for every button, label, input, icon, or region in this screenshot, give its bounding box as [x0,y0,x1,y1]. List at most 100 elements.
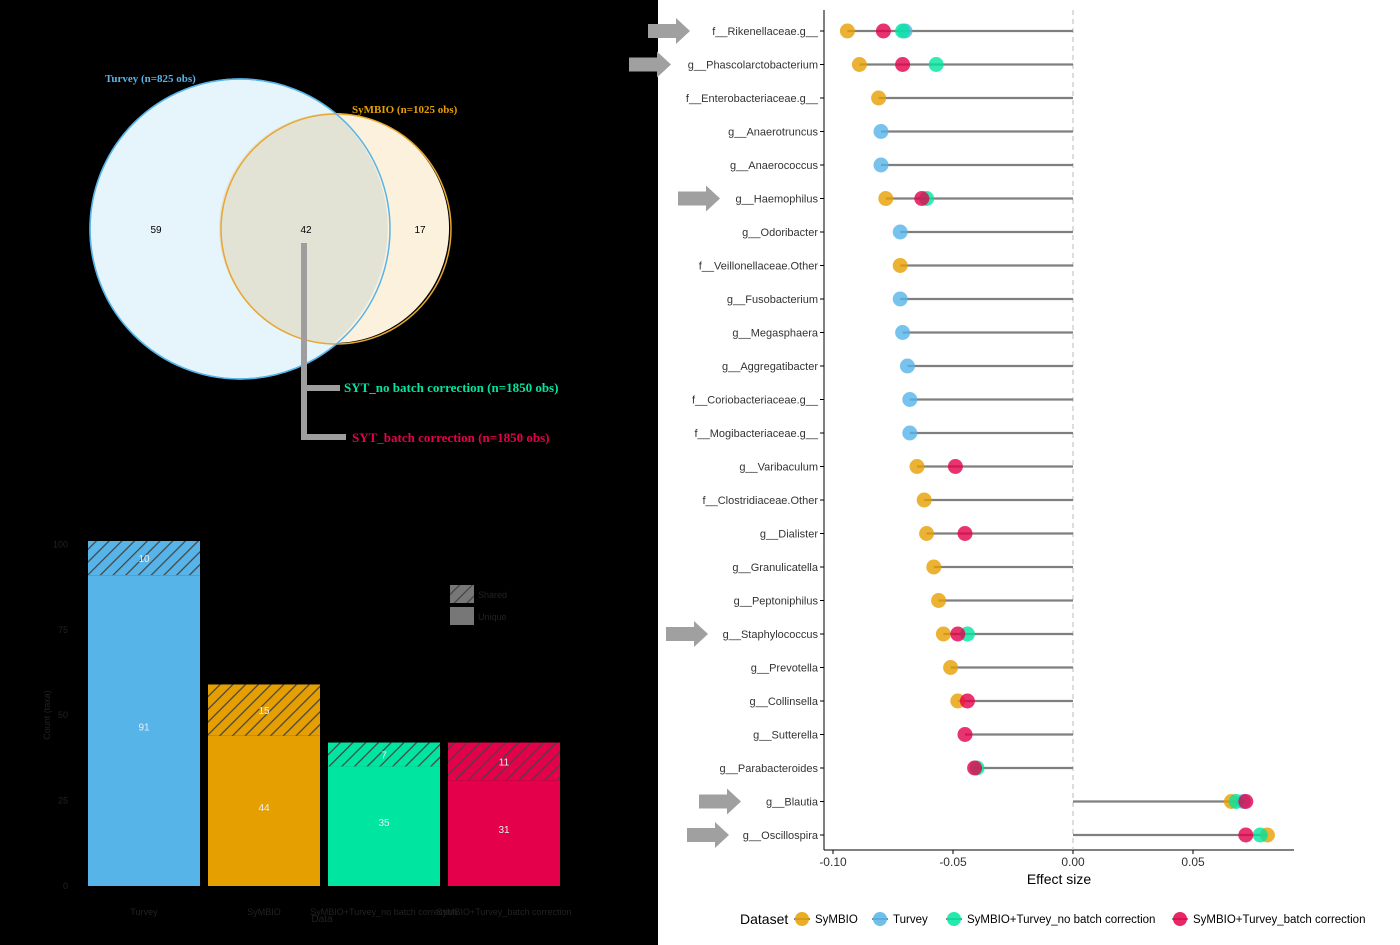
bar-value-label-shared: 7 [381,750,387,761]
taxon-label: g__Granulicatella [732,562,818,574]
taxon-label: g__Blautia [766,797,819,809]
lollipop-point [928,57,944,72]
bar-legend-unique-label: Unique [478,612,507,622]
lollipop-point [957,727,973,742]
taxon-label: g__Anaerococcus [730,160,819,172]
taxon-label: f__Mogibacteriaceae.g__ [694,428,818,440]
lollipop-point [909,459,925,474]
bar-marks: 91 10 Turvey 44 15 SyMBIO 35 7 SyMBIO+Turvey_no … [88,541,571,917]
bar-legend-shared-hatch [450,585,474,603]
bar-y-axis-title: Count (taxa) [42,690,52,740]
taxon-label: f__Clostridiaceae.Other [702,495,818,507]
legend-key-point [947,912,961,926]
taxon-label: g__Collinsella [750,696,819,708]
bar-legend-shared-label: Shared [478,590,507,600]
bar-y-axis: 0 25 50 75 100 [53,539,68,891]
legend-label: SyMBIO [815,914,858,926]
venn-symbio-label: SyMBIO (n=1025 obs) [352,104,458,116]
venn-symbio-only-region [334,112,450,343]
lollipop-point [902,425,918,441]
venn-batch-label: SYT_batch correction (n=1850 obs) [352,430,549,445]
bar-unique [328,766,440,886]
lollipop-axes: -0.10 -0.05 0.00 0.05 f__Rikenellaceae.g__ g_… [686,10,1294,869]
venn-count-overlap: 42 [300,225,312,236]
lollipop-point [873,124,889,139]
lollipop-point [878,191,894,206]
bar-x-axis-title: Data [311,914,333,925]
lollipop-point [1238,827,1254,843]
lollipop-point [873,157,889,173]
bar-y-tick-label: 75 [58,625,68,635]
lollipop-point [967,760,983,776]
lollipop-chart: -0.10 -0.05 0.00 0.05 f__Rikenellaceae.g__ g_… [686,10,1365,927]
lollipop-point [895,57,911,72]
lollipop-point [950,626,966,642]
venn-no-batch-label: SYT_no batch correction (n=1850 obs) [344,380,558,395]
lollipop-point [916,492,932,508]
bar-y-tick-label: 50 [58,710,68,720]
bar-unique [448,780,560,886]
lollipop-point [892,291,908,307]
bar-shared-hatch [448,742,560,781]
lollipop-x-axis-title: Effect size [1027,871,1092,887]
taxon-label: g__Sutterella [753,730,819,742]
lollipop-point [899,358,915,374]
venn-diagram: Turvey (n=825 obs) SyMBIO (n=1025 obs) 5… [89,73,558,445]
lollipop-point [1252,827,1268,843]
taxon-label: g__Megasphaera [732,328,819,340]
bar-y-tick-label: 25 [58,796,68,806]
lollipop-point [919,526,935,541]
taxon-label: g__Prevotella [751,663,819,675]
lollipop-x-tick-label: -0.05 [939,855,967,869]
taxon-label: g__Staphylococcus [723,629,819,641]
taxon-label: f__Enterobacteriaceae.g__ [686,93,819,105]
bar-category-label: SyMBIO [247,907,281,917]
bar-value-label: 31 [498,825,510,836]
lollipop-point [895,23,911,39]
bar-unique [208,735,320,886]
lollipop-point [875,23,891,39]
lollipop-x-tick-label: 0.05 [1181,855,1205,869]
bar-shared-hatch [328,742,440,767]
bar-shared-hatch [88,541,200,576]
lollipop-point [892,224,908,240]
lollipop-point [914,191,930,206]
bar-value-label: 35 [378,818,390,829]
taxon-label: g__Phascolarctobacterium [688,60,818,72]
lollipop-x-tick-label: 0.00 [1061,855,1085,869]
venn-count-turvey-only: 59 [150,225,162,236]
bar-value-label: 91 [138,723,150,734]
venn-turvey-label: Turvey (n=825 obs) [105,73,196,85]
lollipop-point [957,526,973,541]
taxon-label: g__Oscillospira [743,830,819,842]
legend-key-point [795,912,809,926]
taxon-label: g__Odoribacter [742,227,818,239]
lollipop-point [851,57,867,72]
taxon-label: g__Haemophilus [735,194,818,206]
bar-legend-unique-swatch [450,607,474,625]
lollipop-point [959,693,975,709]
taxon-label: g__Anaerotruncus [728,127,818,139]
lollipop-point [895,325,911,340]
legend-label: Turvey [893,914,928,926]
venn-count-symbio-only: 17 [414,225,426,236]
taxon-label: g__Peptoniphilus [734,596,819,608]
bar-category-label: Turvey [130,907,158,917]
bar-y-tick-label: 100 [53,539,68,549]
legend-label: SyMBIO+Turvey_no batch correction [967,914,1155,926]
taxon-label: g__Parabacteroides [720,763,819,775]
taxon-label: g__Varibaculum [739,462,818,474]
lollipop-point [871,90,887,106]
legend-key-point [1173,912,1187,926]
lollipop-point [947,459,963,474]
bar-y-tick-label: 0 [63,881,68,891]
lollipop-point [931,593,947,608]
lollipop-point [943,660,959,675]
lollipop-point [892,258,908,273]
venn-overlap-region [219,113,388,343]
venn-turvey-outline [89,78,391,380]
bar-value-label-shared: 15 [258,706,270,717]
bar-category-label: SyMBIO+Turvey_batch correction [437,907,572,917]
bar-value-label-shared: 10 [138,554,150,565]
taxon-label: f__Coriobacteriaceae.g__ [692,395,819,407]
